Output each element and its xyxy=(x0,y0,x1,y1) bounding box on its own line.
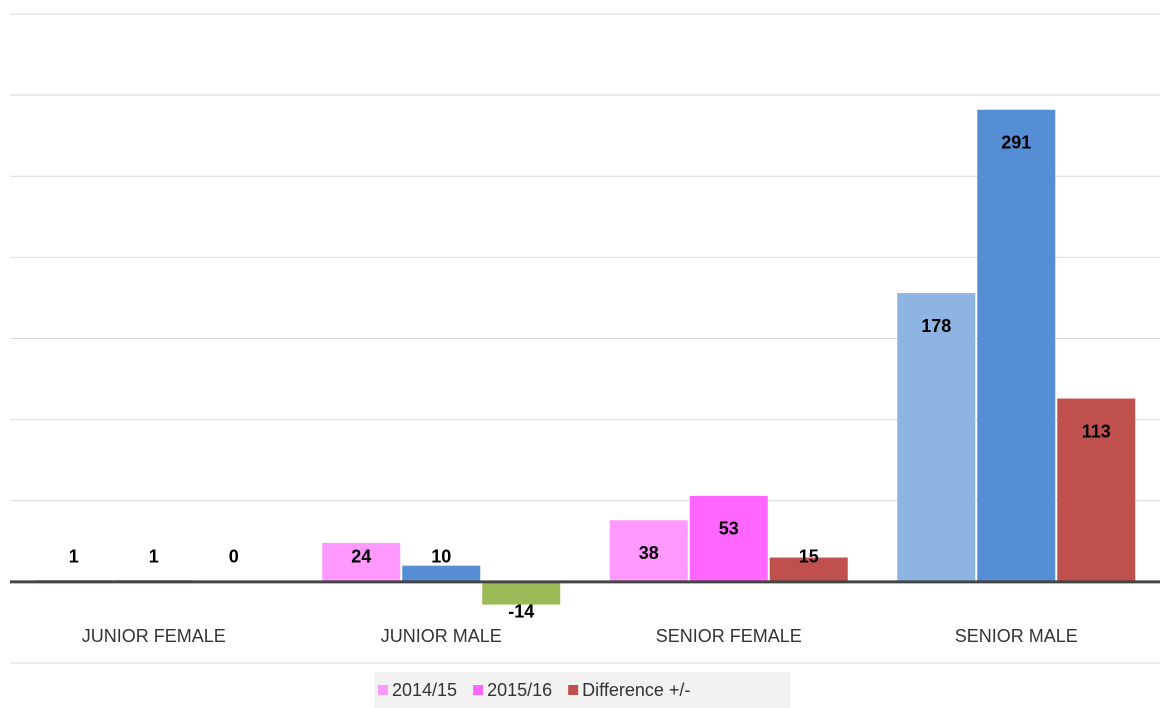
value-label: 15 xyxy=(799,547,819,567)
bar xyxy=(609,520,688,582)
legend-label: Difference +/- xyxy=(582,680,690,700)
x-tick-label: SENIOR MALE xyxy=(955,626,1078,646)
x-tick-label: JUNIOR FEMALE xyxy=(82,626,226,646)
value-label: 0 xyxy=(229,547,239,567)
legend-box xyxy=(374,672,790,708)
bar xyxy=(977,109,1056,582)
value-label: -14 xyxy=(508,601,534,621)
bar xyxy=(897,293,976,582)
value-label: 291 xyxy=(1001,132,1031,152)
legend-label: 2014/15 xyxy=(392,680,457,700)
legend-swatch xyxy=(473,685,484,695)
value-label: 10 xyxy=(431,547,451,567)
value-label: 178 xyxy=(921,316,951,336)
value-label: 1 xyxy=(149,547,159,567)
bar xyxy=(769,557,848,582)
value-label: 113 xyxy=(1082,421,1111,441)
x-tick-label: SENIOR FEMALE xyxy=(656,626,802,646)
legend-label: 2015/16 xyxy=(487,680,552,700)
value-label: 38 xyxy=(639,543,659,563)
bar xyxy=(322,542,401,582)
value-label: 53 xyxy=(719,519,739,539)
bar xyxy=(482,581,561,605)
x-tick-label: JUNIOR MALE xyxy=(381,626,502,646)
legend-swatch xyxy=(378,685,388,695)
value-label: 1 xyxy=(69,547,79,567)
bar xyxy=(1057,398,1136,582)
bar xyxy=(402,565,481,582)
legend-swatch xyxy=(568,685,579,695)
value-label: 24 xyxy=(351,547,371,567)
bar xyxy=(689,495,768,582)
